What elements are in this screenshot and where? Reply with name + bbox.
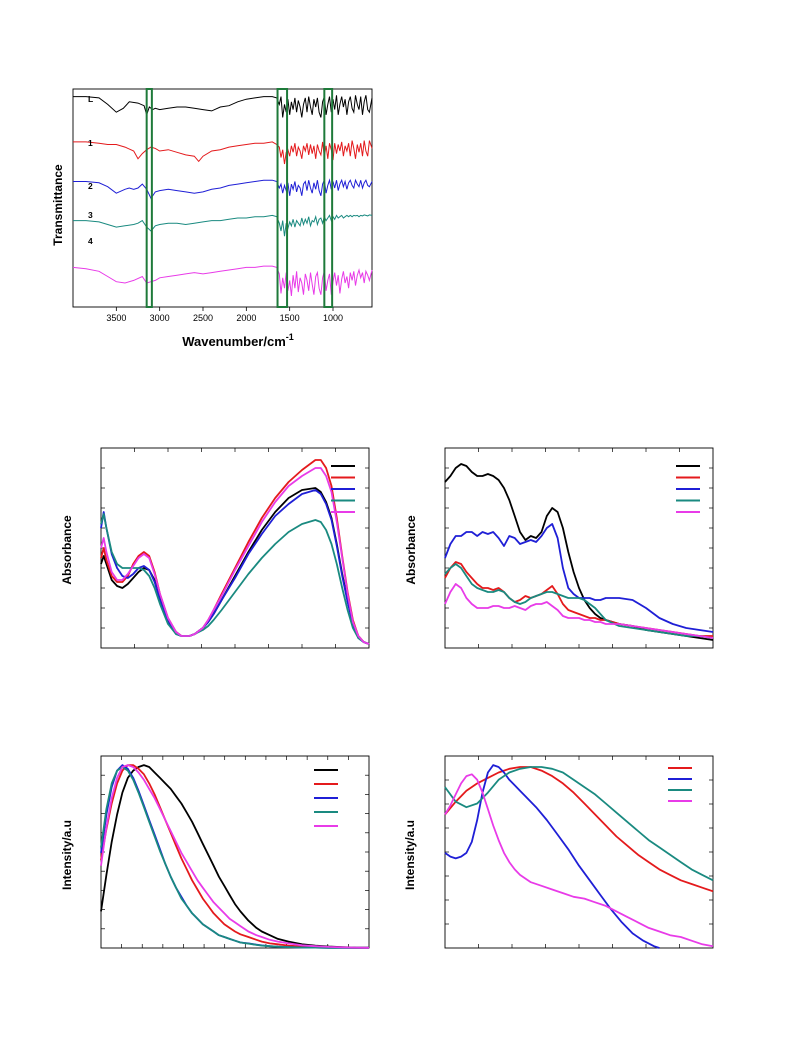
ir-highlight-band-3 (323, 88, 334, 308)
ir-x-axis-label-superscript: -1 (286, 332, 294, 342)
pl1-series-5-line (100, 764, 370, 949)
abs1-series-3-line (100, 489, 370, 645)
ir-x-tick-label: 2500 (193, 313, 213, 323)
pl2-series-1-line (444, 766, 714, 893)
ir-series-2-line (73, 178, 373, 200)
abs2-series-3-line (444, 523, 714, 633)
ir-series-tag: 3 (88, 210, 93, 220)
emission-panel-1: Intensity/a.u (60, 755, 370, 949)
pl1-series-1-line (100, 764, 370, 949)
ir-plot-frame (72, 88, 373, 308)
ir-x-tick-label: 1000 (323, 313, 343, 323)
pl2-y-axis-label: Intensity/a.u (403, 820, 417, 890)
abs1-series-5-line (100, 467, 370, 645)
pl2-series-2-line (444, 764, 660, 949)
emission-panel-2: Intensity/a.u (403, 755, 714, 949)
pl2-series-3-line (444, 766, 714, 882)
pl1-series-4-line (100, 766, 369, 949)
abs1-y-axis-label: Absorbance (60, 515, 74, 585)
ir-series-tag: L (88, 94, 93, 104)
ir-series-L-line (73, 95, 373, 118)
ir-y-axis-label: Transmittance (51, 164, 65, 246)
ir-series-1-line (73, 140, 373, 165)
ir-series-3-line (73, 214, 373, 237)
ir-x-tick-label: 3500 (106, 313, 126, 323)
ir-series-tag: 1 (88, 138, 93, 148)
ir-highlight-band-1 (145, 88, 153, 308)
ir-highlight-band-2 (276, 88, 289, 308)
ir-x-tick-label: 2000 (236, 313, 256, 323)
ir-spectrum-panel: Transmittance Wavenumber/cm-1 3500 3000 25… (51, 88, 373, 349)
absorbance-panel-1: Absorbance (60, 447, 370, 649)
ir-x-tick-label: 3000 (150, 313, 170, 323)
abs2-series-5-line (444, 583, 714, 639)
abs1-series-4-line (100, 513, 370, 645)
pl1-series-3-line (100, 764, 369, 949)
ir-x-axis-label-main: Wavenumber/cm (182, 334, 286, 349)
pl1-series-2-line (100, 764, 369, 949)
ir-series-tag: 4 (88, 236, 93, 246)
abs1-series-2-line (100, 459, 370, 645)
abs2-series-4-line (444, 563, 714, 639)
pl1-y-axis-label: Intensity/a.u (60, 820, 74, 890)
absorbance-panel-2: Absorbance (404, 447, 714, 649)
pl2-series-4-line (444, 773, 714, 948)
ir-series-tag: 2 (88, 181, 93, 191)
ir-x-tick-label: 1500 (280, 313, 300, 323)
ir-series-4-line (72, 265, 373, 297)
ir-x-axis-label: Wavenumber/cm-1 (182, 332, 294, 349)
abs2-y-axis-label: Absorbance (404, 515, 418, 585)
